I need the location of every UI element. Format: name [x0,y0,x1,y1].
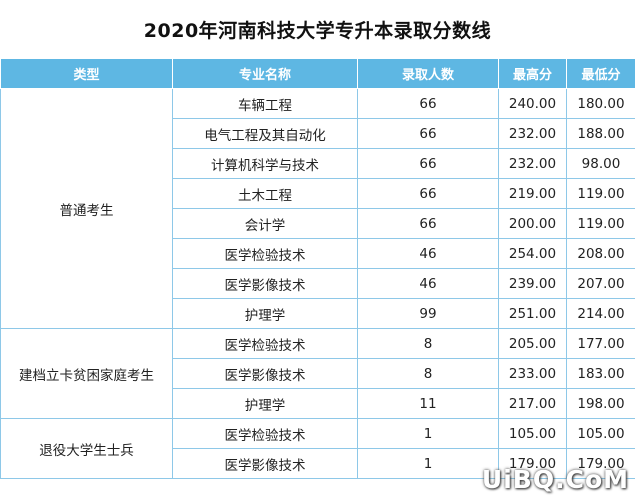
max-score-cell: 251.00 [498,298,567,329]
count-cell: 11 [357,388,499,419]
table-body: 普通考生 车辆工程 66 240.00 180.00 电气工程及其自动化 66 232.00 1… [0,88,635,479]
count-cell: 66 [357,88,499,119]
major-cell: 医学检验技术 [172,328,358,359]
major-cell: 医学影像技术 [172,268,358,299]
header-count: 录取人数 [357,58,499,89]
count-cell: 46 [357,238,499,269]
table-row: 会计学 66 200.00 119.00 [1,208,635,239]
min-score-cell: 119.00 [566,208,635,239]
max-score-cell: 105.00 [498,418,567,449]
max-score-cell: 254.00 [498,238,567,269]
header-max-score: 最高分 [498,58,567,89]
category-cell: 普通考生 [0,88,173,329]
page-title: 2020年河南科技大学专升本录取分数线 [143,19,492,42]
max-score-cell: 240.00 [498,88,567,119]
table-row: 护理学 11 217.00 198.00 [1,388,635,419]
table-row: 普通考生 车辆工程 66 240.00 180.00 [0,88,635,329]
header-type: 类型 [0,58,173,89]
admission-score-table: 类型 专业名称 录取人数 最高分 最低分 普通考生 车辆工程 66 240.00 180… [0,58,635,479]
major-cell: 土木工程 [172,178,358,209]
major-cell: 电气工程及其自动化 [172,118,358,149]
major-cell: 医学检验技术 [172,418,358,449]
major-cell: 计算机科学与技术 [172,148,358,179]
count-cell: 8 [357,358,499,389]
major-cell: 会计学 [172,208,358,239]
min-score-cell: 179.00 [566,448,635,479]
major-cell: 医学影像技术 [172,358,358,389]
count-cell: 1 [357,448,499,479]
count-cell: 66 [357,178,499,209]
category-cell: 退役大学生士兵 [0,418,173,479]
max-score-cell: 205.00 [498,328,567,359]
table-row: 电气工程及其自动化 66 232.00 188.00 [1,118,635,149]
max-score-cell: 219.00 [498,178,567,209]
major-cell: 医学检验技术 [172,238,358,269]
table-row: 退役大学生士兵 医学检验技术 1 105.00 105.00 [0,418,635,479]
min-score-cell: 207.00 [566,268,635,299]
major-cell: 车辆工程 [172,88,358,119]
max-score-cell: 200.00 [498,208,567,239]
table-row: 护理学 99 251.00 214.00 [1,298,635,329]
major-cell: 护理学 [172,298,358,329]
count-cell: 99 [357,298,499,329]
count-cell: 66 [357,148,499,179]
watermark-logo: UiBQ.CoM [481,465,629,494]
count-cell: 46 [357,268,499,299]
table-header-row: 类型 专业名称 录取人数 最高分 最低分 [0,58,635,89]
max-score-cell: 232.00 [498,118,567,149]
major-cell: 护理学 [172,388,358,419]
header-major: 专业名称 [172,58,358,89]
max-score-cell: 232.00 [498,148,567,179]
table-row: 医学影像技术 8 233.00 183.00 [1,358,635,389]
table-row: 医学影像技术 46 239.00 207.00 [1,268,635,299]
table-row: 建档立卡贫困家庭考生 医学检验技术 8 205.00 177.00 [0,328,635,419]
major-cell: 医学影像技术 [172,448,358,479]
min-score-cell: 198.00 [566,388,635,419]
count-cell: 66 [357,118,499,149]
min-score-cell: 188.00 [566,118,635,149]
min-score-cell: 180.00 [566,88,635,119]
header-min-score: 最低分 [566,58,635,89]
min-score-cell: 98.00 [566,148,635,179]
min-score-cell: 208.00 [566,238,635,269]
max-score-cell: 233.00 [498,358,567,389]
table-row: 计算机科学与技术 66 232.00 98.00 [1,148,635,179]
count-cell: 8 [357,328,499,359]
min-score-cell: 105.00 [566,418,635,449]
table-row: 医学影像技术 1 179.00 179.00 [1,448,635,479]
max-score-cell: 217.00 [498,388,567,419]
min-score-cell: 214.00 [566,298,635,329]
min-score-cell: 119.00 [566,178,635,209]
table-row: 土木工程 66 219.00 119.00 [1,178,635,209]
count-cell: 1 [357,418,499,449]
category-cell: 建档立卡贫困家庭考生 [0,328,173,419]
max-score-cell: 239.00 [498,268,567,299]
min-score-cell: 177.00 [566,328,635,359]
count-cell: 66 [357,208,499,239]
min-score-cell: 183.00 [566,358,635,389]
